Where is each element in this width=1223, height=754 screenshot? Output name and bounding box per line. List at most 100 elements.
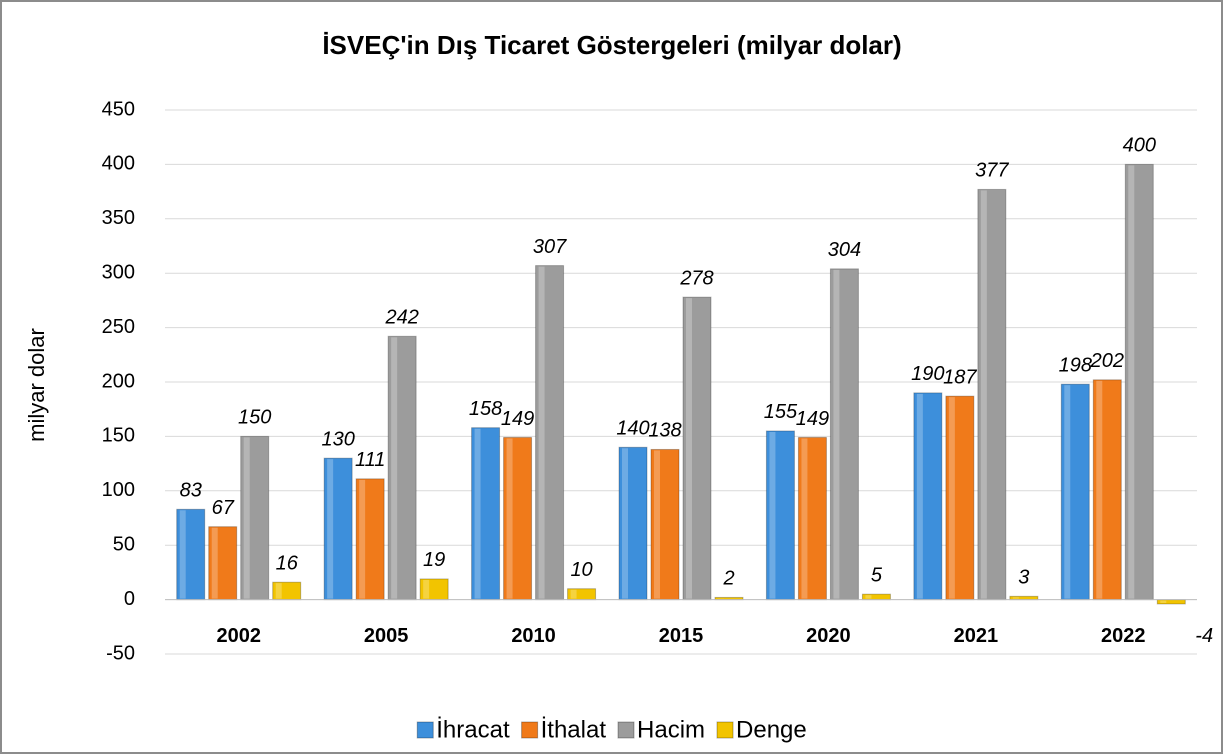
- bar: [503, 436, 533, 601]
- bar: [1092, 379, 1122, 601]
- legend-swatch: [716, 721, 734, 739]
- data-label: 278: [679, 267, 713, 289]
- bar-highlight: [948, 397, 955, 599]
- y-tick-label: 150: [102, 425, 135, 447]
- bar: [797, 436, 827, 601]
- x-tick-label: 2010: [511, 625, 556, 647]
- x-tick-label: 2015: [659, 625, 704, 647]
- legend-label: İthalat: [541, 716, 607, 743]
- y-tick-label: 0: [124, 588, 135, 610]
- bar-highlight: [179, 510, 186, 599]
- x-tick-label: 2021: [954, 625, 999, 647]
- bar-highlight: [538, 266, 545, 599]
- data-label: 19: [423, 549, 445, 571]
- bar: [535, 265, 565, 601]
- bar-highlight: [243, 437, 250, 599]
- legend-label: Hacim: [637, 716, 705, 743]
- x-tick-label: 2022: [1101, 625, 1146, 647]
- data-label: 83: [180, 480, 202, 502]
- y-tick-label: 250: [102, 316, 135, 338]
- bar-highlight: [833, 269, 840, 599]
- bar-highlight: [423, 579, 430, 599]
- y-tick-label: 300: [102, 261, 135, 283]
- legend-swatch: [617, 721, 635, 739]
- data-label: -4: [1195, 625, 1213, 647]
- legend: İhracat İthalat Hacim Denge: [416, 716, 807, 743]
- bar: [1124, 163, 1154, 601]
- bar-highlight: [916, 393, 923, 599]
- bar: [471, 427, 501, 601]
- data-label: 187: [943, 366, 977, 388]
- bar-highlight: [1160, 600, 1167, 603]
- bar: [977, 188, 1007, 601]
- data-label: 158: [469, 398, 502, 420]
- bar: [240, 435, 270, 601]
- bar-highlight: [980, 190, 987, 599]
- legend-label: Denge: [736, 716, 807, 743]
- bar-highlight: [654, 450, 660, 599]
- data-label: 130: [321, 428, 354, 450]
- bar-highlight: [769, 431, 776, 599]
- bar-highlight: [1012, 597, 1019, 599]
- data-label: 400: [1123, 135, 1156, 157]
- bar: [208, 526, 238, 601]
- bar: [355, 478, 385, 601]
- data-label: 150: [238, 407, 271, 429]
- data-label: 198: [1059, 354, 1092, 376]
- bar: [176, 508, 206, 601]
- bar: [650, 448, 680, 601]
- bar-highlight: [1064, 385, 1071, 599]
- data-label: 2: [722, 568, 734, 590]
- data-label: 149: [501, 408, 534, 430]
- bar: [829, 268, 859, 601]
- bar-highlight: [327, 459, 334, 599]
- y-tick-label: 350: [102, 207, 135, 229]
- bar-highlight: [474, 428, 481, 599]
- bar-highlight: [391, 337, 398, 599]
- bar-highlight: [801, 438, 808, 599]
- x-tick-label: 2020: [806, 625, 851, 647]
- bar-highlight: [570, 589, 577, 599]
- y-tick-label: 450: [102, 98, 135, 120]
- bar: [387, 335, 417, 601]
- data-label: 138: [648, 420, 681, 442]
- bar: [618, 446, 648, 601]
- bar: [682, 296, 712, 601]
- bar: [323, 457, 353, 601]
- data-label: 242: [384, 307, 418, 329]
- legend-swatch: [521, 721, 539, 739]
- y-axis-label: milyar dolar: [24, 328, 49, 442]
- y-tick-label: -50: [106, 642, 135, 664]
- data-label: 149: [796, 408, 829, 430]
- data-label: 3: [1018, 567, 1029, 589]
- y-tick-label: 400: [102, 153, 135, 175]
- bar-highlight: [275, 583, 282, 599]
- data-label: 140: [616, 418, 649, 440]
- data-label: 5: [871, 564, 883, 586]
- data-label: 190: [911, 363, 944, 385]
- bar-highlight: [622, 448, 628, 599]
- bar-highlight: [865, 595, 872, 599]
- legend-label: İhracat: [436, 716, 510, 743]
- y-tick-label: 100: [102, 479, 135, 501]
- data-label: 10: [570, 559, 592, 581]
- bar: [765, 430, 795, 601]
- data-label: 155: [764, 401, 798, 423]
- y-tick-label: 200: [102, 370, 135, 392]
- x-tick-label: 2002: [216, 625, 261, 647]
- bar: [945, 395, 975, 601]
- chart-title: İSVEÇ'in Dış Ticaret Göstergeleri (milya…: [322, 30, 901, 60]
- y-tick-label: 50: [113, 533, 135, 555]
- bar-highlight: [1096, 380, 1103, 599]
- legend-swatch: [416, 721, 434, 739]
- bar-highlight: [506, 438, 513, 599]
- data-label: 304: [828, 239, 861, 261]
- data-label: 16: [276, 552, 299, 574]
- bar-highlight: [686, 298, 692, 599]
- data-label: 67: [212, 497, 235, 519]
- bar: [1060, 383, 1090, 601]
- bar-highlight: [1128, 165, 1135, 599]
- data-label: 202: [1090, 350, 1124, 372]
